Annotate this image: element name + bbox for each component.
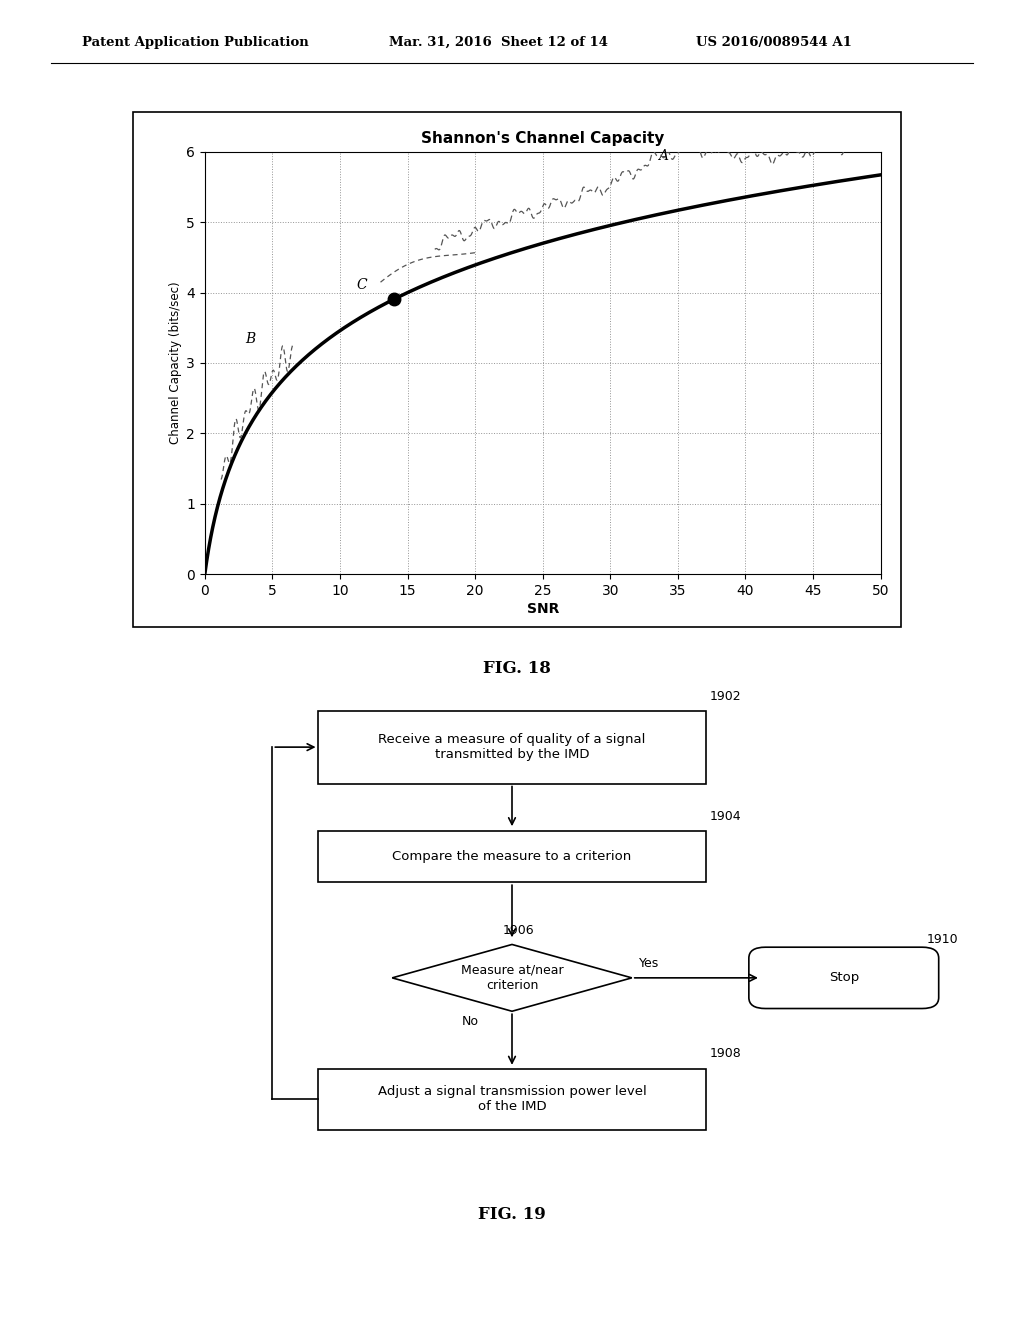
X-axis label: SNR: SNR [526, 602, 559, 616]
Text: Mar. 31, 2016  Sheet 12 of 14: Mar. 31, 2016 Sheet 12 of 14 [389, 36, 608, 49]
Y-axis label: Channel Capacity (bits/sec): Channel Capacity (bits/sec) [169, 281, 182, 445]
Text: 1904: 1904 [711, 809, 741, 822]
Text: Measure at/near
criterion: Measure at/near criterion [461, 964, 563, 991]
Text: 1910: 1910 [927, 933, 958, 946]
Text: Stop: Stop [828, 972, 859, 985]
Text: No: No [462, 1015, 478, 1027]
Text: US 2016/0089544 A1: US 2016/0089544 A1 [696, 36, 852, 49]
Text: Receive a measure of quality of a signal
transmitted by the IMD: Receive a measure of quality of a signal… [378, 733, 646, 762]
Bar [318, 830, 706, 882]
Bar [318, 710, 706, 784]
Text: Yes: Yes [639, 957, 659, 970]
Text: 1908: 1908 [711, 1047, 742, 1060]
Text: B: B [246, 333, 256, 346]
Text: Compare the measure to a criterion: Compare the measure to a criterion [392, 850, 632, 863]
Polygon shape [392, 945, 632, 1011]
Text: C: C [356, 279, 367, 292]
Text: FIG. 19: FIG. 19 [478, 1206, 546, 1224]
Text: Adjust a signal transmission power level
of the IMD: Adjust a signal transmission power level… [378, 1085, 646, 1113]
Text: 1906: 1906 [503, 924, 535, 936]
Text: A: A [657, 149, 668, 164]
Bar [318, 1069, 706, 1130]
FancyBboxPatch shape [749, 948, 939, 1008]
Text: 1902: 1902 [711, 690, 741, 702]
Title: Shannon's Channel Capacity: Shannon's Channel Capacity [421, 132, 665, 147]
Text: FIG. 18: FIG. 18 [483, 660, 551, 677]
Text: Patent Application Publication: Patent Application Publication [82, 36, 308, 49]
